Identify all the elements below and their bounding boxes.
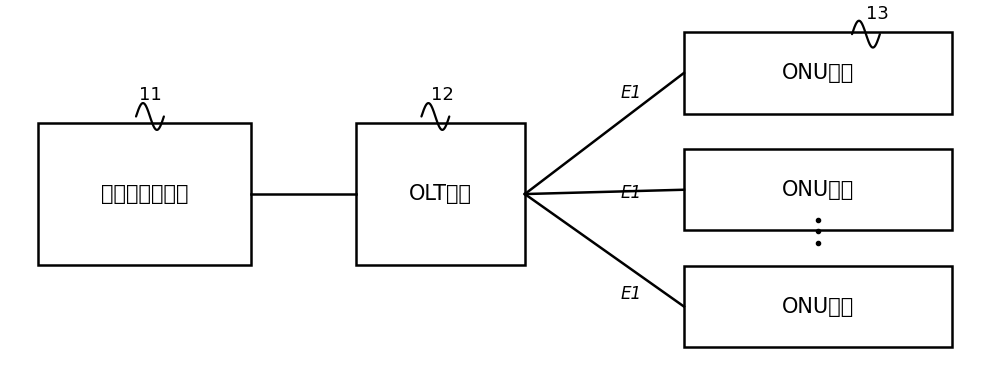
Text: ONU设备: ONU设备 bbox=[782, 180, 854, 200]
Text: OLT设备: OLT设备 bbox=[409, 184, 472, 204]
Bar bbox=[684, 149, 952, 231]
Text: ONU设备: ONU设备 bbox=[782, 297, 854, 317]
Bar bbox=[684, 32, 952, 114]
Text: E1: E1 bbox=[621, 84, 642, 101]
Text: 13: 13 bbox=[866, 4, 889, 23]
Text: 12: 12 bbox=[431, 86, 454, 104]
Bar bbox=[684, 266, 952, 347]
Text: ONU设备: ONU设备 bbox=[782, 63, 854, 83]
Text: E1: E1 bbox=[621, 184, 642, 202]
Text: 11: 11 bbox=[139, 86, 161, 104]
Text: E1: E1 bbox=[621, 285, 642, 303]
Bar bbox=[38, 123, 251, 265]
Text: 故障分析服务器: 故障分析服务器 bbox=[101, 184, 188, 204]
Bar bbox=[356, 123, 525, 265]
